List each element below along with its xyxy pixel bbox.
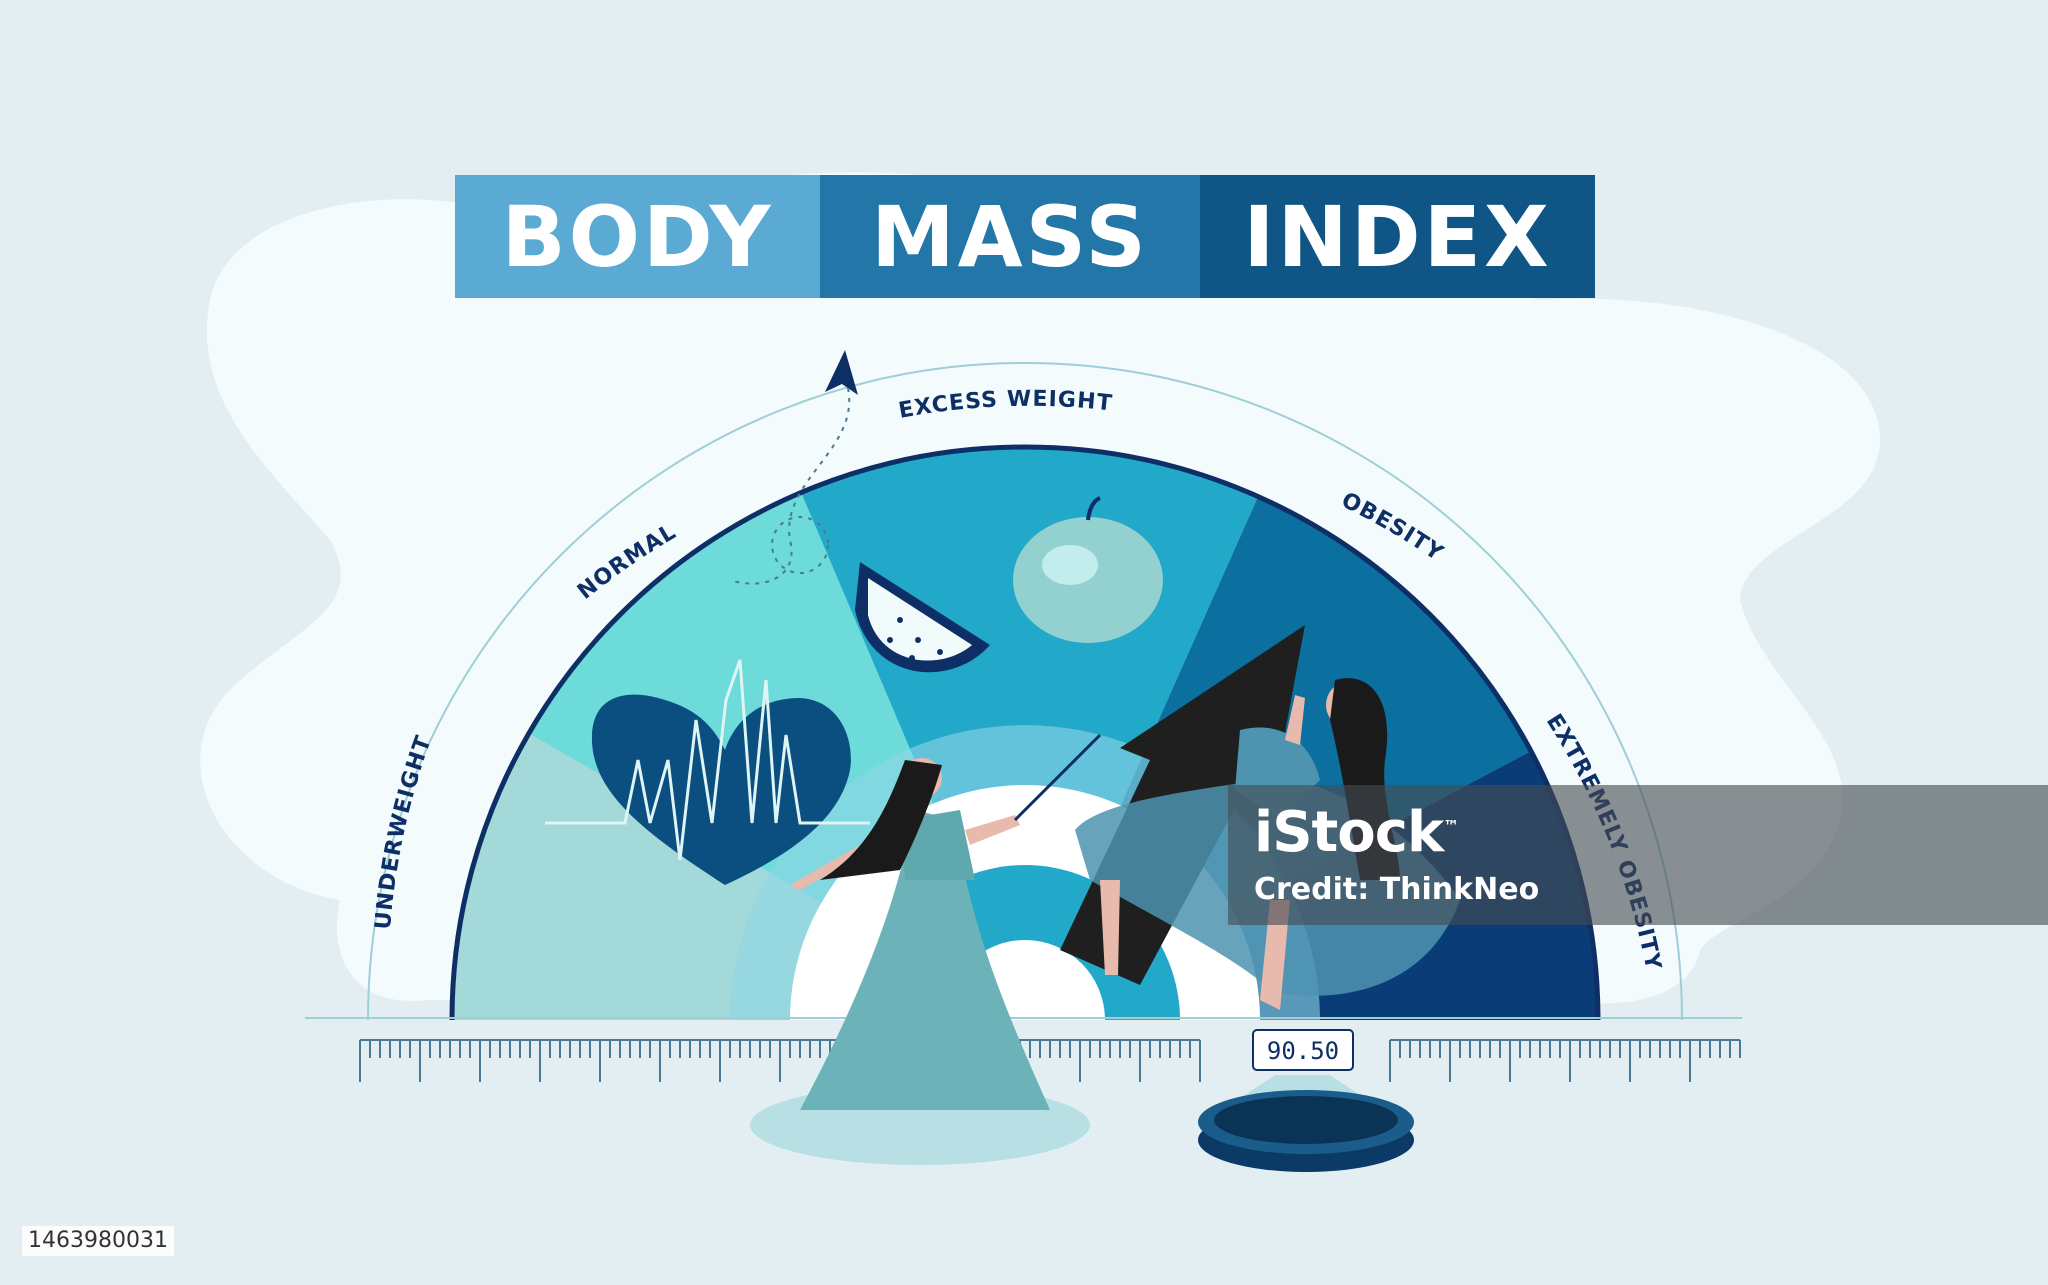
title-word-index: INDEX: [1200, 175, 1595, 298]
measurement-ruler: [359, 1039, 1741, 1082]
weighing-scale-icon: 90.50: [1198, 1029, 1414, 1172]
watermark-trademark: ™: [1443, 816, 1459, 836]
title-word-body: BODY: [455, 175, 820, 298]
watermelon-slice-icon: [855, 562, 990, 673]
scale-display-box: [1252, 1029, 1354, 1071]
stock-id-label: 1463980031: [22, 1226, 174, 1256]
watermark-logo: iStock™: [1254, 800, 1459, 865]
outer-arc: [367, 362, 1683, 1021]
watermark-logo-text: iStock: [1254, 800, 1444, 865]
paper-plane-icon: [729, 350, 858, 585]
apple-icon: [1013, 496, 1163, 643]
title-banner: BODY MASS INDEX: [455, 175, 1595, 298]
heart-pulse-icon: [545, 659, 870, 885]
scale-display-value: 90.50: [1267, 1037, 1339, 1065]
title-word-mass: MASS: [820, 175, 1200, 298]
gauge-rim: [449, 444, 1601, 1021]
watermark-band: [1228, 785, 2048, 925]
watermark-credit: Credit: ThinkNeo: [1254, 872, 1540, 907]
woman-pointer-figure: [750, 733, 1102, 1165]
